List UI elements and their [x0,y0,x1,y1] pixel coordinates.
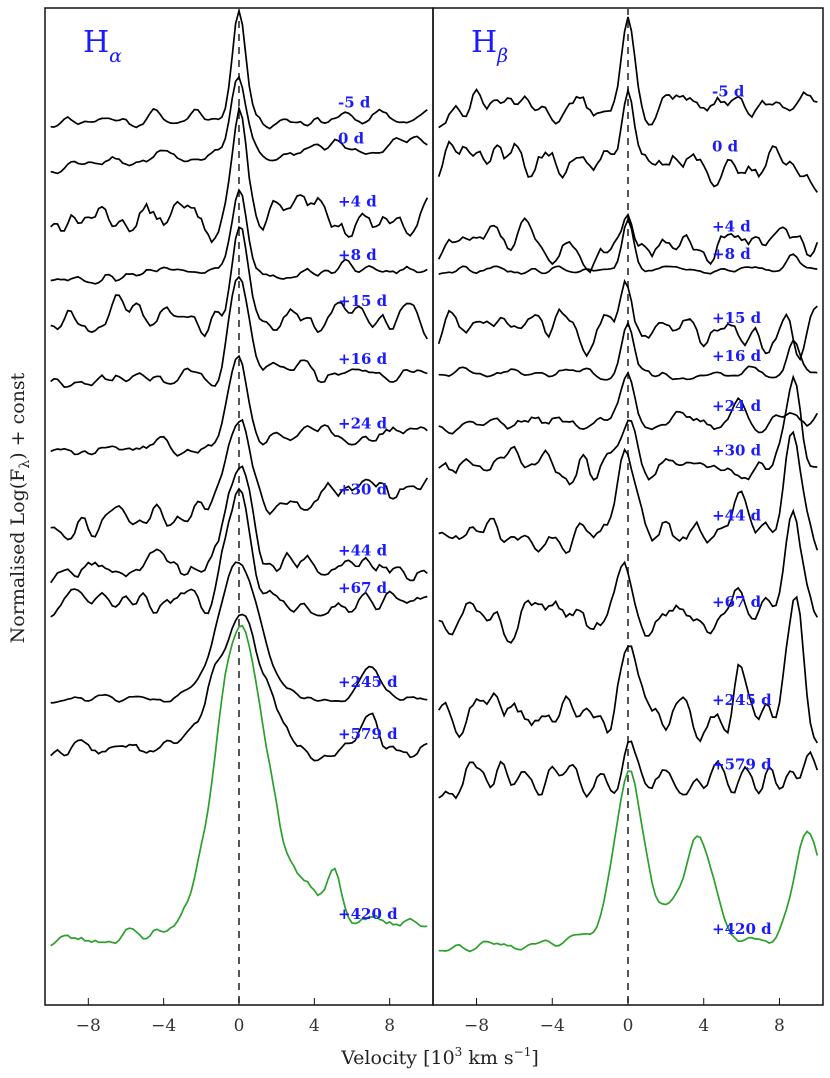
x-tick-label: −8 [76,1016,101,1036]
spectrum-line [437,212,819,274]
epoch-label: 0 d [712,138,739,156]
spectrum-line [50,418,429,541]
y-axis-label: Normalised Log(Fλ) + const [7,372,33,643]
epoch-label: +30 d [712,442,762,460]
x-tick-label: 0 [234,1016,245,1036]
epoch-label: +67 d [338,579,388,597]
x-tick-label: 8 [384,1016,395,1036]
spectrum-line [50,105,429,244]
epoch-label: +4 d [712,217,751,235]
spectrum-line [438,430,819,555]
spectrum-line [438,508,819,644]
epoch-label: 0 d [338,130,365,148]
halpha-panel: Hα -5 d 0 d +4 d +8 d +15 d +16 d +24 d +30 d +44… [44,7,434,1006]
hbeta-panel: Hβ -5 d 0 d +4 d +8 d +15 d +16 d +24 d +30 d +44… [432,7,824,1006]
epoch-label: +67 d [712,593,762,611]
epoch-label: +4 d [338,192,377,210]
spectrum-line [50,354,428,457]
x-axis: −8 −4 0 4 8 −8 −4 0 4 8 [76,1016,785,1036]
spectrum-line [50,275,428,388]
spectrum-line [438,374,818,486]
spectrum-line [50,561,428,704]
epoch-label: +579 d [338,725,398,743]
epoch-label: +8 d [712,245,751,263]
epoch-label: +8 d [338,246,377,264]
epoch-label: +245 d [338,673,398,691]
epoch-label: +16 d [338,350,388,368]
spectrum-line [50,487,428,618]
spectrum-line [50,75,428,175]
spectrum-line [50,465,428,584]
panel-title: Hβ [471,25,508,67]
x-axis-label: Velocity [103 km s−1] [340,1045,539,1069]
spectrum-line [50,225,429,340]
epoch-label: +24 d [712,397,762,415]
spectrum-line [438,770,819,953]
epoch-label: +30 d [338,481,388,499]
epoch-label: +24 d [338,415,388,433]
epoch-label: +420 d [712,920,772,938]
spectrum-line [50,624,428,947]
spectrum-line [437,87,818,193]
x-tick-label: 8 [774,1016,785,1036]
epoch-label: +579 d [712,756,772,774]
x-tick-label: −4 [151,1016,176,1036]
panel-title: Hα [83,25,122,67]
spectrum-line [438,370,819,435]
epoch-label: -5 d [712,83,745,101]
spectrum-line [437,278,818,362]
epoch-label: +44 d [338,541,388,559]
spectrum-line [438,16,818,129]
epoch-label: +245 d [712,691,772,709]
spectrum-line [438,320,818,381]
spectrum-line [50,10,428,130]
spectrum-line [437,595,819,744]
epoch-label: +44 d [712,506,762,524]
epoch-label: +16 d [712,347,762,365]
spectrum-line [438,217,818,276]
spectrum-line [438,740,819,800]
epoch-label: +15 d [712,309,762,327]
x-tick-label: −8 [464,1016,489,1036]
x-tick-label: 4 [698,1016,709,1036]
epoch-label: +420 d [338,905,398,923]
spectrum-line [50,188,428,285]
x-tick-label: 0 [623,1016,634,1036]
epoch-label: -5 d [338,94,371,112]
spectrum-line [50,613,428,762]
x-tick-label: −4 [540,1016,565,1036]
x-tick-label: 4 [309,1016,320,1036]
epoch-label: +15 d [338,292,388,310]
